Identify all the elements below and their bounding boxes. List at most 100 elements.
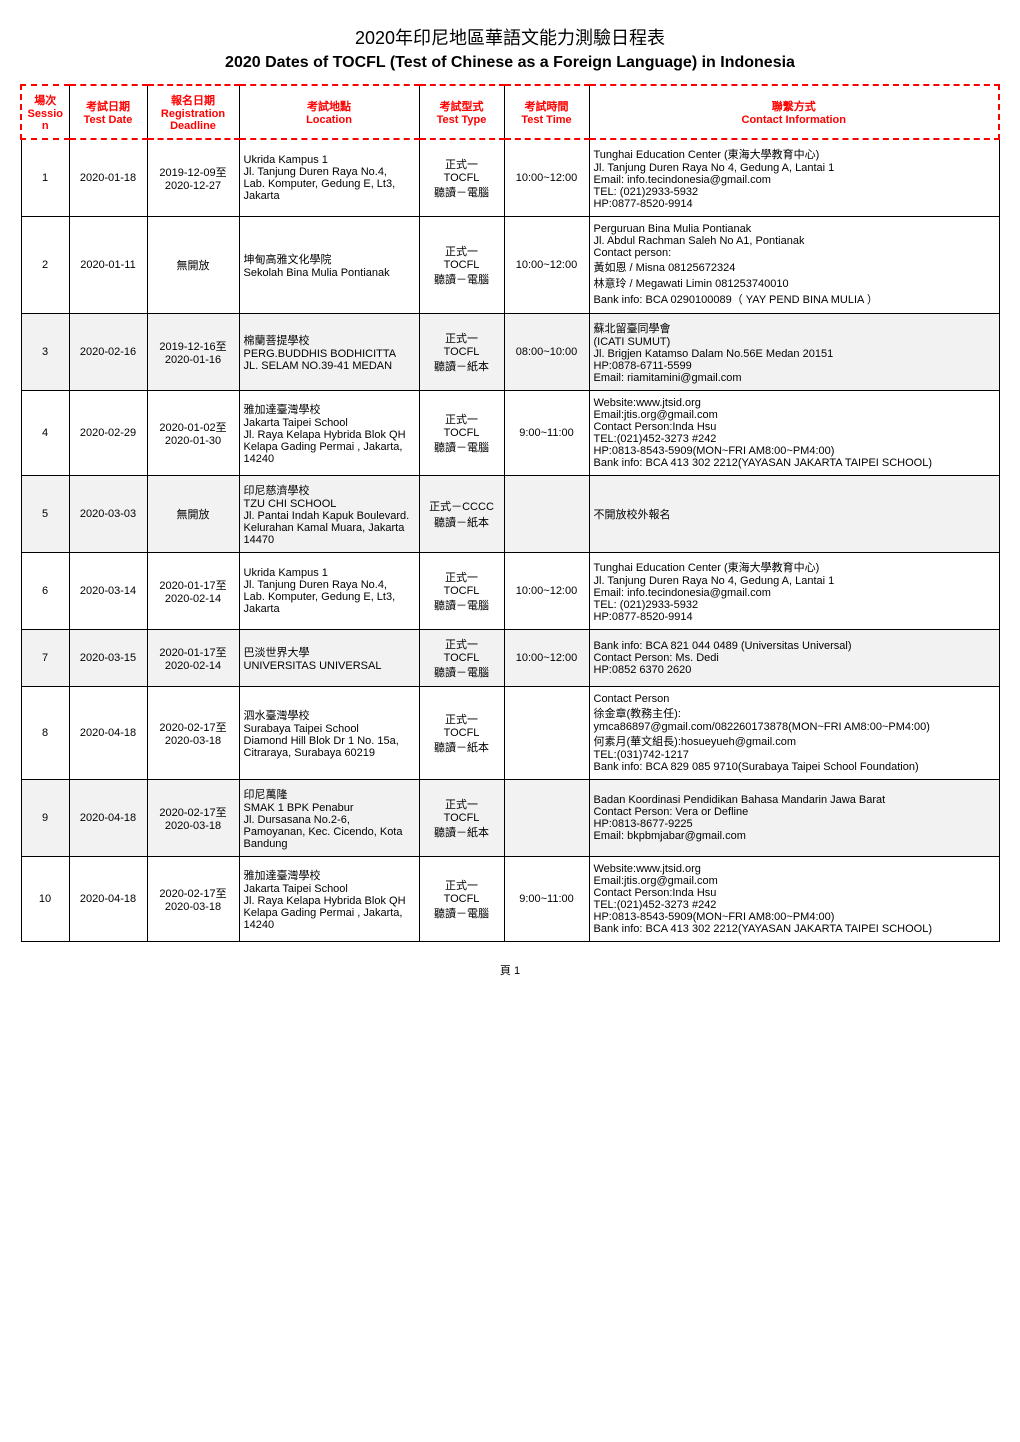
cell-location: 坤甸高雅文化學院Sekolah Bina Mulia Pontianak bbox=[239, 217, 419, 314]
cell-test_time bbox=[504, 687, 589, 780]
cell-test_type: 正式－CCCC聽讀－紙本 bbox=[419, 476, 504, 553]
table-row: 32020-02-162019-12-16至2020-01-16棉蘭菩提學校PE… bbox=[21, 314, 999, 391]
cell-session: 4 bbox=[21, 391, 69, 476]
cell-test_date: 2020-04-18 bbox=[69, 780, 147, 857]
cell-location: Ukrida Kampus 1Jl. Tanjung Duren Raya No… bbox=[239, 553, 419, 630]
col-header-zh: 考試地點 bbox=[244, 98, 415, 114]
table-row: 82020-04-182020-02-17至2020-03-18泗水臺灣學校Su… bbox=[21, 687, 999, 780]
cell-deadline: 2020-01-02至2020-01-30 bbox=[147, 391, 239, 476]
page-title-zh: 2020年印尼地區華語文能力測驗日程表 bbox=[20, 24, 1000, 50]
cell-test_time: 10:00~12:00 bbox=[504, 217, 589, 314]
cell-location: 印尼慈濟學校TZU CHI SCHOOLJl. Pantai Indah Kap… bbox=[239, 476, 419, 553]
cell-location: 雅加達臺灣學校Jakarta Taipei SchoolJl. Raya Kel… bbox=[239, 391, 419, 476]
cell-test_time: 10:00~12:00 bbox=[504, 553, 589, 630]
cell-test_time bbox=[504, 780, 589, 857]
cell-deadline: 無開放 bbox=[147, 476, 239, 553]
schedule-table: 場次Session考試日期Test Date報名日期Registration D… bbox=[20, 84, 1000, 942]
cell-test_date: 2020-03-03 bbox=[69, 476, 147, 553]
cell-contact: Badan Koordinasi Pendidikan Bahasa Manda… bbox=[589, 780, 999, 857]
cell-session: 5 bbox=[21, 476, 69, 553]
table-row: 22020-01-11無開放坤甸高雅文化學院Sekolah Bina Mulia… bbox=[21, 217, 999, 314]
col-header-4: 考試型式Test Type bbox=[419, 85, 504, 139]
col-header-2: 報名日期Registration Deadline bbox=[147, 85, 239, 139]
cell-contact: Perguruan Bina Mulia PontianakJl. Abdul … bbox=[589, 217, 999, 314]
table-row: 92020-04-182020-02-17至2020-03-18印尼萬隆SMAK… bbox=[21, 780, 999, 857]
table-body: 12020-01-182019-12-09至2020-12-27Ukrida K… bbox=[21, 139, 999, 942]
cell-location: 巴淡世界大學UNIVERSITAS UNIVERSAL bbox=[239, 630, 419, 687]
cell-location: 雅加達臺灣學校Jakarta Taipei SchoolJl. Raya Kel… bbox=[239, 857, 419, 942]
cell-test_time: 10:00~12:00 bbox=[504, 139, 589, 217]
col-header-6: 聯繫方式Contact Information bbox=[589, 85, 999, 139]
cell-deadline: 2020-02-17至2020-03-18 bbox=[147, 857, 239, 942]
cell-location: Ukrida Kampus 1Jl. Tanjung Duren Raya No… bbox=[239, 139, 419, 217]
col-header-zh: 考試日期 bbox=[74, 98, 143, 114]
cell-contact: 不開放校外報名 bbox=[589, 476, 999, 553]
cell-test_date: 2020-01-11 bbox=[69, 217, 147, 314]
cell-test_type: 正式一TOCFL聽讀－電腦 bbox=[419, 217, 504, 314]
cell-location: 泗水臺灣學校Surabaya Taipei SchoolDiamond Hill… bbox=[239, 687, 419, 780]
table-row: 102020-04-182020-02-17至2020-03-18雅加達臺灣學校… bbox=[21, 857, 999, 942]
cell-location: 印尼萬隆SMAK 1 BPK PenaburJl. Dursasana No.2… bbox=[239, 780, 419, 857]
page-title-en: 2020 Dates of TOCFL (Test of Chinese as … bbox=[20, 54, 1000, 72]
cell-test_time: 9:00~11:00 bbox=[504, 391, 589, 476]
cell-test_date: 2020-03-15 bbox=[69, 630, 147, 687]
cell-contact: Contact Person徐金章(教務主任):ymca86897@gmail.… bbox=[589, 687, 999, 780]
cell-session: 3 bbox=[21, 314, 69, 391]
col-header-1: 考試日期Test Date bbox=[69, 85, 147, 139]
cell-test_type: 正式一TOCFL聽讀－電腦 bbox=[419, 391, 504, 476]
cell-deadline: 2020-02-17至2020-03-18 bbox=[147, 687, 239, 780]
cell-test_time: 08:00~10:00 bbox=[504, 314, 589, 391]
cell-test_type: 正式一TOCFL聽讀－紙本 bbox=[419, 314, 504, 391]
cell-test_type: 正式一TOCFL聽讀－電腦 bbox=[419, 553, 504, 630]
col-header-en: Test Date bbox=[74, 114, 143, 126]
cell-deadline: 2019-12-09至2020-12-27 bbox=[147, 139, 239, 217]
col-header-zh: 考試時間 bbox=[509, 98, 585, 114]
cell-test_date: 2020-03-14 bbox=[69, 553, 147, 630]
cell-test_type: 正式一TOCFL聽讀－電腦 bbox=[419, 857, 504, 942]
cell-deadline: 2019-12-16至2020-01-16 bbox=[147, 314, 239, 391]
cell-deadline: 2020-01-17至2020-02-14 bbox=[147, 630, 239, 687]
cell-contact: 蘇北留臺同學會(ICATI SUMUT)Jl. Brigjen Katamso … bbox=[589, 314, 999, 391]
cell-test_type: 正式一TOCFL聽讀－電腦 bbox=[419, 630, 504, 687]
page-number: 頁 1 bbox=[20, 962, 1000, 978]
col-header-5: 考試時間Test Time bbox=[504, 85, 589, 139]
cell-deadline: 2020-02-17至2020-03-18 bbox=[147, 780, 239, 857]
table-row: 12020-01-182019-12-09至2020-12-27Ukrida K… bbox=[21, 139, 999, 217]
cell-session: 6 bbox=[21, 553, 69, 630]
cell-location: 棉蘭菩提學校PERG.BUDDHIS BODHICITTAJL. SELAM N… bbox=[239, 314, 419, 391]
cell-contact: Tunghai Education Center (東海大學教育中心)Jl. T… bbox=[589, 139, 999, 217]
cell-test_time bbox=[504, 476, 589, 553]
cell-contact: Website:www.jtsid.orgEmail:jtis.org@gmai… bbox=[589, 391, 999, 476]
cell-session: 7 bbox=[21, 630, 69, 687]
col-header-3: 考試地點Location bbox=[239, 85, 419, 139]
cell-deadline: 無開放 bbox=[147, 217, 239, 314]
cell-test_time: 10:00~12:00 bbox=[504, 630, 589, 687]
cell-session: 1 bbox=[21, 139, 69, 217]
col-header-zh: 報名日期 bbox=[152, 92, 235, 108]
col-header-en: Location bbox=[244, 114, 415, 126]
col-header-0: 場次Session bbox=[21, 85, 69, 139]
cell-contact: Bank info: BCA 821 044 0489 (Universitas… bbox=[589, 630, 999, 687]
col-header-zh: 考試型式 bbox=[424, 98, 500, 114]
col-header-en: Contact Information bbox=[594, 114, 995, 126]
table-row: 72020-03-152020-01-17至2020-02-14巴淡世界大學UN… bbox=[21, 630, 999, 687]
cell-session: 10 bbox=[21, 857, 69, 942]
col-header-en: Session bbox=[26, 108, 65, 132]
cell-session: 9 bbox=[21, 780, 69, 857]
cell-session: 8 bbox=[21, 687, 69, 780]
cell-test_date: 2020-04-18 bbox=[69, 687, 147, 780]
cell-test_date: 2020-01-18 bbox=[69, 139, 147, 217]
cell-test_type: 正式一TOCFL聽讀－紙本 bbox=[419, 780, 504, 857]
cell-test_date: 2020-02-16 bbox=[69, 314, 147, 391]
cell-deadline: 2020-01-17至2020-02-14 bbox=[147, 553, 239, 630]
col-header-en: Registration Deadline bbox=[152, 108, 235, 132]
cell-contact: Tunghai Education Center (東海大學教育中心)Jl. T… bbox=[589, 553, 999, 630]
cell-test_type: 正式一TOCFL聽讀－紙本 bbox=[419, 687, 504, 780]
cell-session: 2 bbox=[21, 217, 69, 314]
cell-test_date: 2020-04-18 bbox=[69, 857, 147, 942]
table-header-row: 場次Session考試日期Test Date報名日期Registration D… bbox=[21, 85, 999, 139]
col-header-en: Test Time bbox=[509, 114, 585, 126]
cell-test_time: 9:00~11:00 bbox=[504, 857, 589, 942]
col-header-en: Test Type bbox=[424, 114, 500, 126]
cell-contact: Website:www.jtsid.orgEmail:jtis.org@gmai… bbox=[589, 857, 999, 942]
